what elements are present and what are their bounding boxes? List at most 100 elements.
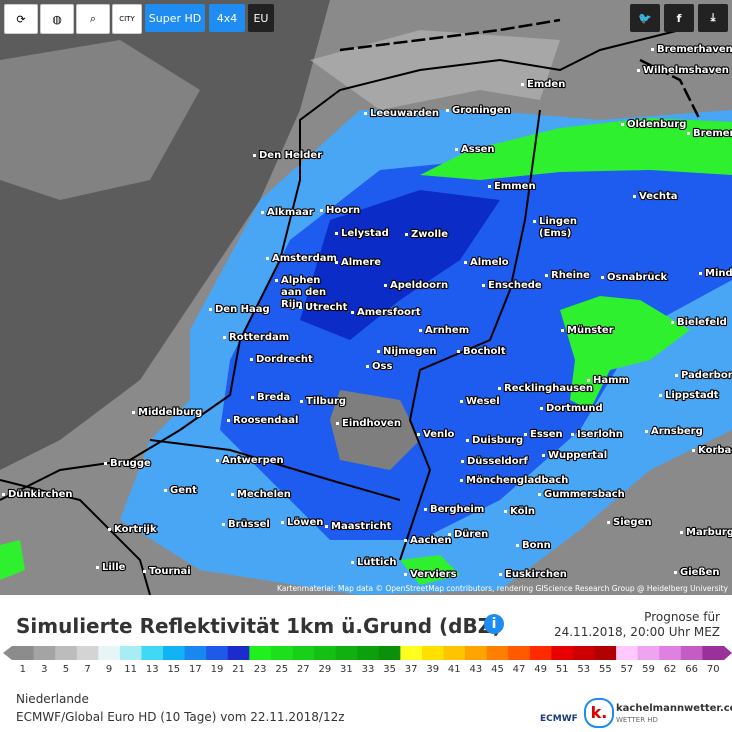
city-dot bbox=[250, 358, 253, 361]
city-label: Wilhelmshaven bbox=[643, 65, 729, 76]
legend-swatch bbox=[98, 646, 121, 660]
grid-button[interactable]: 4x4 bbox=[209, 4, 245, 32]
city-dot bbox=[216, 459, 219, 462]
ecmwf-logo: ECMWF bbox=[540, 714, 578, 724]
legend-label: 3 bbox=[41, 664, 47, 674]
city-label: Minden bbox=[705, 268, 732, 279]
legend-swatch bbox=[12, 646, 35, 660]
city-label: Rheine bbox=[551, 270, 590, 281]
city-dot bbox=[164, 489, 167, 492]
legend-label: 49 bbox=[534, 664, 547, 674]
city-dot bbox=[251, 396, 254, 399]
legend-label: 27 bbox=[297, 664, 310, 674]
city-dot bbox=[674, 571, 677, 574]
city-label: Lingen bbox=[539, 216, 577, 227]
city-dot bbox=[457, 350, 460, 353]
region-button[interactable]: EU bbox=[248, 4, 274, 32]
city-dot bbox=[336, 422, 339, 425]
city-dot bbox=[404, 539, 407, 542]
city-dot bbox=[448, 533, 451, 536]
legend-swatch bbox=[270, 646, 293, 660]
city-dot bbox=[571, 433, 574, 436]
city-label: Bergheim bbox=[430, 504, 484, 515]
legend-swatch bbox=[314, 646, 337, 660]
city-label: Zwolle bbox=[411, 229, 448, 240]
attribution: Kartenmaterial: Map data © OpenStreetMap… bbox=[277, 584, 729, 593]
legend-swatch bbox=[249, 646, 272, 660]
rain-green bbox=[400, 555, 460, 585]
legend-swatch bbox=[572, 646, 596, 660]
city-label: Breda bbox=[257, 392, 290, 403]
city-dot bbox=[335, 232, 338, 235]
legend-swatch bbox=[702, 646, 725, 660]
city-dot bbox=[266, 257, 269, 260]
city-dot bbox=[108, 528, 111, 531]
site-sub: WETTER HD bbox=[616, 716, 658, 724]
city-label: Emmen bbox=[494, 181, 536, 192]
legend-label: 7 bbox=[84, 664, 90, 674]
legend-label: 70 bbox=[707, 664, 720, 674]
city-dot bbox=[464, 261, 467, 264]
city-dot bbox=[299, 306, 302, 309]
city-label: Alkmaar bbox=[267, 207, 314, 218]
city-dot bbox=[424, 508, 427, 511]
city-label: Oldenburg bbox=[627, 119, 686, 130]
city-dot bbox=[498, 387, 501, 390]
city-label: Gummersbach bbox=[544, 489, 625, 500]
city-label: Emden bbox=[527, 79, 565, 90]
zoom-button[interactable]: ⌕ bbox=[76, 4, 110, 34]
legend-label: 47 bbox=[513, 664, 526, 674]
city-dot bbox=[384, 284, 387, 287]
legend-label: 55 bbox=[599, 664, 612, 674]
rain-green bbox=[560, 296, 690, 410]
city-dot bbox=[96, 566, 99, 569]
legend-label: 39 bbox=[426, 664, 439, 674]
city-dot bbox=[499, 573, 502, 576]
super-hd-button[interactable]: Super HD bbox=[145, 4, 205, 32]
legend-label: 29 bbox=[318, 664, 331, 674]
legend-swatch bbox=[163, 646, 186, 660]
city-label: Bremerhaven bbox=[657, 44, 732, 55]
download-button[interactable]: ⤓ bbox=[698, 4, 728, 32]
city-dot bbox=[675, 374, 678, 377]
legend-label: 19 bbox=[211, 664, 224, 674]
legend-label: 21 bbox=[232, 664, 245, 674]
city-label: Verviers bbox=[410, 569, 457, 580]
refresh-button[interactable]: ⟳ bbox=[4, 4, 38, 34]
city-dot bbox=[680, 531, 683, 534]
city-button[interactable]: CITY bbox=[112, 4, 142, 34]
city-label: Tilburg bbox=[306, 396, 346, 407]
city-label: Lippstadt bbox=[665, 390, 719, 401]
islands bbox=[339, 18, 702, 121]
city-dot bbox=[482, 284, 485, 287]
city-label: (Ems) bbox=[539, 228, 571, 239]
twitter-button[interactable]: 🐦 bbox=[630, 4, 660, 32]
facebook-button[interactable]: f bbox=[664, 4, 694, 32]
city-dot bbox=[607, 521, 610, 524]
city-label: Brüssel bbox=[228, 519, 270, 530]
city-dot bbox=[455, 148, 458, 151]
city-label: Gießen bbox=[680, 567, 720, 578]
coastline bbox=[0, 29, 681, 501]
info-button[interactable]: i bbox=[484, 614, 504, 634]
city-dot bbox=[366, 365, 369, 368]
legend-swatch bbox=[508, 646, 531, 660]
city-dot bbox=[417, 433, 420, 436]
city-label: Antwerpen bbox=[222, 455, 284, 466]
city-dot bbox=[460, 400, 463, 403]
city-label: Iserlohn bbox=[577, 429, 623, 440]
city-label: Dordrecht bbox=[256, 354, 313, 365]
legend-swatch bbox=[55, 646, 78, 660]
city-dot bbox=[132, 411, 135, 414]
region-label: Niederlande bbox=[16, 692, 89, 706]
city-label: Nijmegen bbox=[383, 346, 437, 357]
globe-button[interactable]: ◍ bbox=[40, 4, 74, 34]
city-label: Essen bbox=[530, 429, 563, 440]
city-dot bbox=[261, 211, 264, 214]
city-dot bbox=[351, 311, 354, 314]
city-label: Brugge bbox=[110, 458, 151, 469]
legend-swatch bbox=[594, 646, 617, 660]
legend-swatch bbox=[551, 646, 574, 660]
city-label: Lille bbox=[102, 562, 126, 573]
